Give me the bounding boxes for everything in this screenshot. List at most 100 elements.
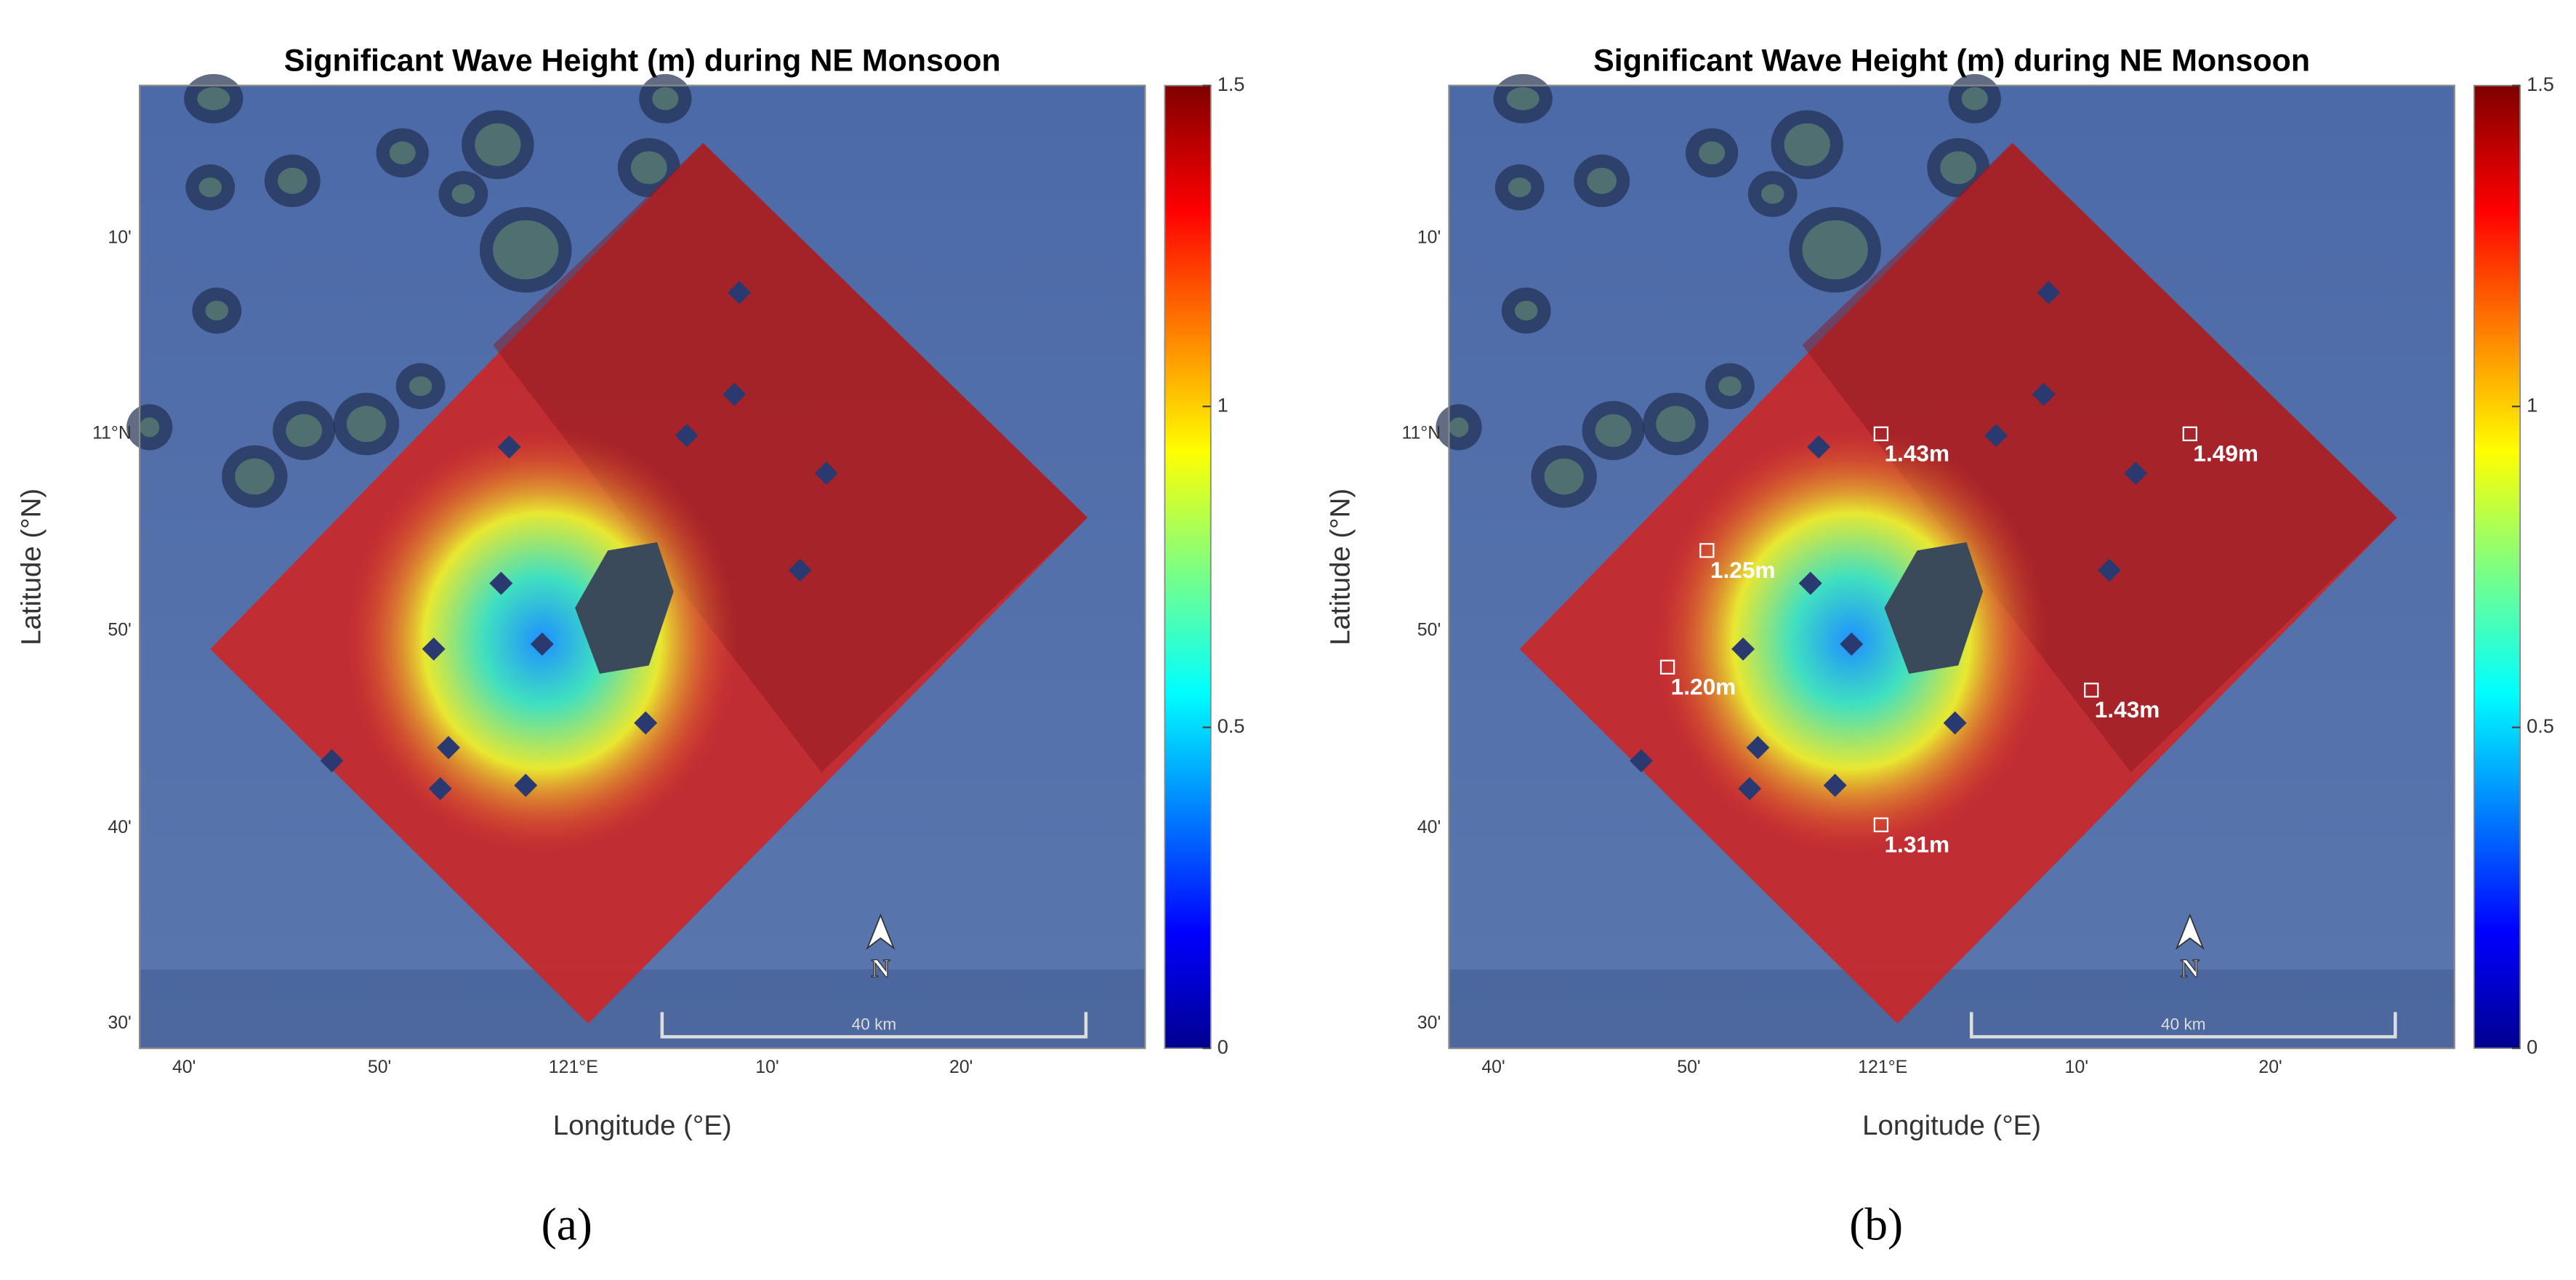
island [277,167,307,194]
x-tick-label: 10' [2065,1057,2088,1077]
y-tick-label: 40' [108,817,131,837]
x-axis-label: Longitude (°E) [1862,1110,2041,1141]
islet [1629,749,1653,773]
island [198,177,222,198]
island [630,151,667,185]
islet [2098,558,2122,582]
island [205,300,229,321]
y-tick-label: 10' [1417,227,1441,247]
island [1587,167,1617,194]
islet [1731,637,1755,661]
wave-domain-shade [1802,142,2397,773]
colorbar [1164,84,1212,1050]
island [408,376,432,396]
colorbar-tick-label: 1 [2527,393,2537,416]
north-label: N [2181,954,2199,983]
sample-label: 1.49m [2193,440,2258,467]
y-tick-label: 30' [108,1013,131,1033]
islet [2032,382,2056,406]
x-tick-label: 40' [172,1057,196,1077]
y-tick-label: 40' [1417,817,1441,837]
panel-caption: (a) [542,1199,592,1249]
sample-label: 1.25m [1710,557,1776,583]
panel: Significant Wave Height (m) during NE Mo… [1325,43,2554,1249]
island [1802,220,1868,280]
island [140,417,160,438]
islet [530,632,554,656]
sample-label: 1.20m [1671,674,1736,700]
colorbar-tick-label: 0.5 [1217,715,1245,737]
scale-bar [660,1012,1088,1039]
y-axis-label: Latitude (°N) [15,488,47,645]
islet [1746,736,1770,760]
map: 40 km N [1436,73,2455,1050]
map-frame [1448,84,2455,1050]
islet [497,435,521,459]
islet [1738,777,1762,801]
north-arrow [2175,913,2205,950]
y-tick-label: 50' [1417,620,1441,640]
island [1760,184,1784,204]
north-label: N [871,954,890,983]
map-frame [138,84,1146,1050]
sample-point [1873,817,1889,832]
colorbar-tick-label: 0.5 [2527,715,2554,737]
sample-point [2182,426,2198,442]
colorbar-tick-label: 0 [1217,1035,1228,1058]
island [1940,151,1977,185]
islet [723,382,746,406]
sample-label: 1.43m [1884,440,1949,467]
x-tick-label: 50' [368,1057,391,1077]
x-tick-label: 121°E [1858,1057,1907,1077]
island [475,123,521,166]
islet [437,736,461,760]
sample-label: 1.43m [2095,696,2160,722]
wave-domain-shade [493,142,1088,773]
islet [489,571,513,595]
sample-point [2084,683,2099,698]
sample-point [1659,659,1675,675]
colorbar [2473,84,2521,1050]
panel-title: Significant Wave Height (m) during NE Mo… [284,43,1001,78]
island [1506,86,1539,110]
x-tick-label: 121°E [549,1057,598,1077]
island [389,141,416,165]
scale-bar-label: 40 km [2161,1015,2206,1033]
x-tick-label: 50' [1677,1057,1700,1077]
y-tick-label: 30' [1417,1013,1441,1033]
island [1595,414,1632,447]
island [346,406,387,443]
y-tick-label: 11°N [92,422,132,443]
x-tick-label: 20' [2258,1057,2282,1077]
y-axis-label: Latitude (°N) [1325,488,1356,645]
colorbar-tick-label: 0 [2527,1035,2537,1058]
colorbar-tick-label: 1 [1217,393,1228,416]
islet [1984,424,2008,448]
y-tick-label: 11°N [1401,422,1441,443]
island [197,86,230,110]
island [1508,177,1531,198]
main-island [575,542,674,674]
island [1961,86,1988,110]
x-tick-label: 40' [1481,1057,1505,1077]
islet [2124,462,2148,486]
island [286,414,322,447]
island [1699,141,1726,165]
island [1449,417,1469,438]
x-axis-label: Longitude (°E) [553,1110,732,1141]
scale-bar-label: 40 km [852,1015,897,1033]
sample-label: 1.31m [1884,832,1949,858]
islet [1943,711,1967,735]
y-tick-label: 10' [108,227,131,247]
islet [814,462,838,486]
colorbar-tick-label: 1.5 [1217,73,1245,95]
island [1718,376,1742,396]
island [493,220,559,280]
island [1784,123,1830,166]
scale-bar [1969,1012,2397,1039]
panel: Significant Wave Height (m) during NE Mo… [15,43,1244,1249]
map: 40 km N [126,73,1146,1050]
colorbar-tick-label: 1.5 [2527,73,2554,95]
sample-point [1873,426,1889,442]
